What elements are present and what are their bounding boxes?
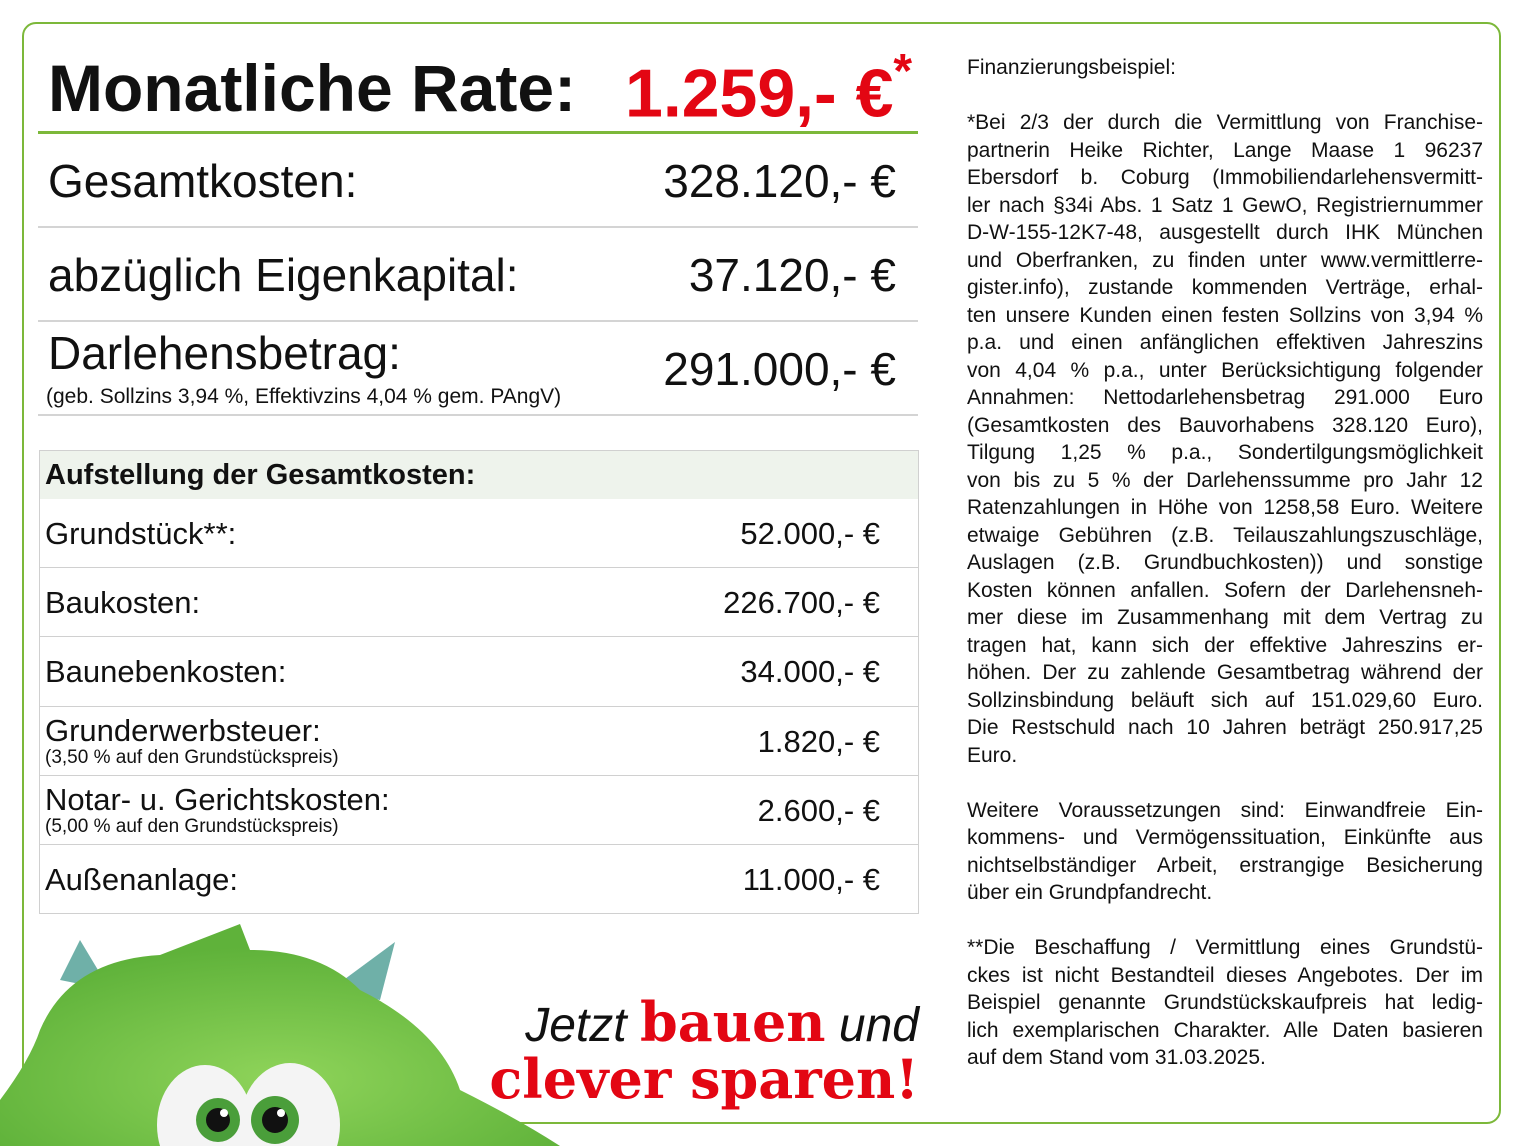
fineprint-line: gister.info), zustande kommenden Verträg… [967,276,1483,299]
mascot-monster-image [0,924,560,1146]
table-row: Notar- u. Gerichtskosten: (5,00 % auf den… [40,776,918,845]
cost-label: Baukosten: [45,585,201,621]
fineprint-line: etwaige Gebühren (z.B. Teilauszahlungszu… [967,523,1483,547]
fineprint-line: nichtselbständiger Arbeit, erstrangige B… [967,853,1483,877]
fineprint-line: Die Restschuld nach 10 Jahren beträgt 25… [967,716,1483,739]
footnote-marker: * [893,45,913,98]
cost-label: Grunderwerbsteuer: [45,712,321,748]
cost-breakdown-table: Aufstellung der Gesamtkosten: Grundstück… [39,450,919,914]
fineprint-line: tragen hat, kann sich der effektive Jahr… [967,633,1483,657]
fineprint-line: ten unsere Kunden einen festen Sollzins … [967,303,1483,327]
fineprint-line: Sollzinsbindung beläuft sich auf 151.029… [967,688,1483,712]
slogan: Jetzt bauen und clever sparen! [489,995,919,1106]
fineprint-line: (Gesamtkosten des Bauvorhabens 328.120 E… [967,413,1483,437]
fineprint-line: partnerin Heike Richter, Lange Maase 1 9… [967,138,1483,162]
summary-value: 291.000,- € [663,343,896,395]
cost-value: 2.600,- € [757,792,880,828]
cost-label: Notar- u. Gerichtskosten: [45,781,390,817]
rate-amount: 1.259,- € [625,55,894,132]
cost-label: Grundstück**: [45,516,237,551]
fineprint-line: **Die Beschaffung / Vermittlung eines Gr… [967,936,1483,959]
fineprint-line: D-W-155-12K7-48, ausgestellt durch IHK M… [967,221,1483,244]
fineprint-line: Kosten können anfallen. Sofern der Darle… [967,578,1483,602]
fineprint-line: und Oberfranken, zu finden unter www.ver… [967,248,1483,272]
summary-label: abzüglich Eigenkapital: [48,249,519,301]
slogan-highlight: bauen [639,990,826,1054]
fineprint-line: von bis zu 5 % der Darlehenssumme pro Ja… [967,468,1483,492]
slogan-word: Jetzt [525,999,627,1052]
fineprint-line: auf dem Stand vom 31.03.2025. [967,1046,1266,1069]
table-title: Aufstellung der Gesamtkosten: [40,451,918,499]
fineprint-line: Ebersdorf b. Coburg (Immobiliendarlehens… [967,166,1483,189]
fineprint-line: über ein Grundpfandrecht. [967,881,1213,904]
fineprint-title: Finanzierungsbeispiel: [967,56,1176,79]
summary-loan: Darlehensbetrag: (geb. Sollzins 3,94 %, … [38,322,918,416]
divider [38,131,918,134]
fineprint-line: von 4,04 % p.a., unter Berücksichtigung … [967,358,1483,382]
table-row: Grunderwerbsteuer: (3,50 % auf den Grunds… [40,707,918,776]
fineprint-line: Euro. [967,743,1018,767]
fineprint-line: Auslagen (z.B. Grundbuchkosten)) und son… [967,551,1483,574]
fineprint-paragraph: *Bei 2/3 der durch die Vermittlung von F… [967,109,1483,769]
cost-value: 34.000,- € [740,654,880,690]
table-row: Baunebenkosten: 34.000,- € [40,637,918,707]
monthly-rate-value: 1.259,- €* [625,45,912,133]
fineprint-line: ckes ist nicht Bestandteil dieses Angebo… [967,963,1483,987]
monthly-rate-label: Monatliche Rate: [48,51,577,125]
summary-value: 37.120,- € [688,249,896,301]
summary-label: Darlehensbetrag: [48,327,401,379]
fineprint-line: p.a. und einen anfänglichen effektiven J… [967,331,1483,354]
fineprint-paragraph: Weitere Voraussetzungen sind: Einwandfre… [967,797,1483,907]
fineprint-line: mer diese im Zusammenhang mit dem Vertra… [967,606,1483,629]
fineprint-line: Weitere Voraussetzungen sind: Einwandfre… [967,798,1483,822]
cost-note: (5,00 % auf den Grundstückspreis) [45,815,339,837]
cost-note: (3,50 % auf den Grundstückspreis) [45,746,339,768]
fineprint-line: Annahmen: Nettodarlehensbetrag 291.000 E… [967,386,1483,409]
slogan-highlight: clever sparen! [489,1047,919,1111]
financing-example: Finanzierungsbeispiel: *Bei 2/3 der durc… [967,54,1483,1099]
fineprint-line: höhen. Der zu zahlende Gesamtbetrag währ… [967,661,1483,684]
fineprint-line: kommens- und Vermögenssituation, Einkünf… [967,826,1483,849]
cost-value: 226.700,- € [723,585,880,621]
summary-equity: abzüglich Eigenkapital: 37.120,- € [38,228,918,322]
offer-card [22,22,1501,1124]
cost-label: Außenanlage: [45,861,239,897]
fineprint-line: lich exemplarischen Charakter. Alle Date… [967,1018,1483,1042]
fineprint-paragraph: **Die Beschaffung / Vermittlung eines Gr… [967,934,1483,1072]
summary-total: Gesamtkosten: 328.120,- € [38,134,918,228]
table-row: Außenanlage: 11.000,- € [40,845,918,914]
fineprint-line: Beispiel genannte Grundstückskaufpreis h… [967,991,1483,1014]
cost-value: 1.820,- € [757,723,880,759]
fineprint-line: Ratenzahlungen in Höhe von 1258,58 Euro.… [967,496,1483,519]
fineprint-line: ler nach §34i Abs. 1 Satz 1 GewO, Regist… [967,193,1483,217]
cost-value: 11.000,- € [742,861,880,897]
cost-value: 52.000,- € [740,516,880,551]
table-row: Grundstück**: 52.000,- € [40,499,918,569]
cost-label: Baunebenkosten: [45,654,287,690]
summary-note: (geb. Sollzins 3,94 %, Effektivzins 4,04… [46,385,562,408]
fineprint-line: Tilgung 1,25 % p.a., Sondertilgungsmögli… [967,441,1483,464]
fineprint-line: *Bei 2/3 der durch die Vermittlung von F… [967,111,1483,134]
summary-label: Gesamtkosten: [48,155,358,207]
table-row: Baukosten: 226.700,- € [40,568,918,638]
slogan-word: und [838,999,919,1052]
summary-value: 328.120,- € [663,155,896,207]
